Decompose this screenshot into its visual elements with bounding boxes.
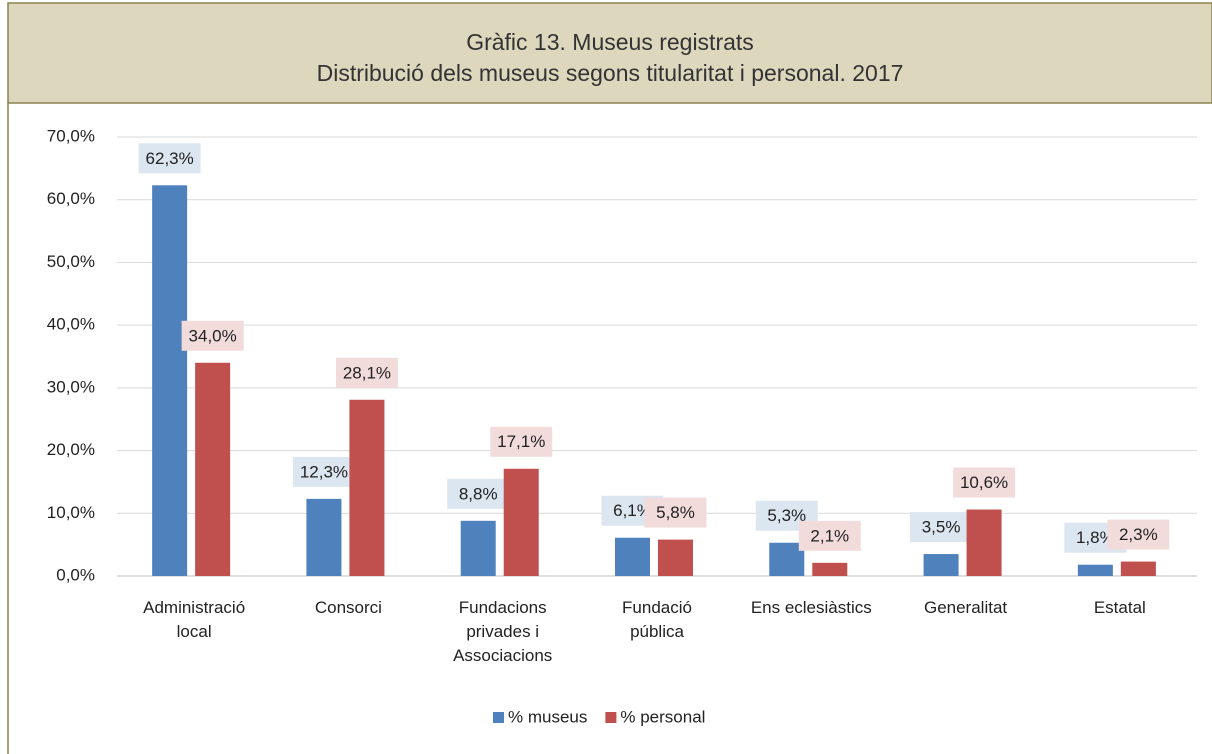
data-label: 34,0% (189, 326, 237, 345)
data-label: 12,3% (300, 462, 348, 481)
bar (1120, 561, 1156, 576)
y-tick-label: 60,0% (47, 189, 95, 208)
legend-swatch (493, 712, 504, 723)
bar (1077, 564, 1113, 576)
y-tick-label: 70,0% (47, 126, 95, 145)
y-tick-label: 40,0% (47, 315, 95, 334)
title-band (7, 2, 1212, 104)
data-label: 2,1% (810, 526, 849, 545)
x-tick-label: Ens eclesiàstics (750, 598, 872, 617)
data-label: 6,1% (613, 501, 652, 520)
data-label-box (181, 320, 244, 351)
data-label-box (1107, 519, 1170, 550)
bar (966, 509, 1002, 576)
chart-subtitle: Distribució dels museus segons titularit… (317, 60, 904, 86)
data-label: 28,1% (343, 363, 391, 382)
data-label-box (138, 143, 201, 174)
data-label: 17,1% (497, 432, 545, 451)
bar (349, 399, 385, 576)
bar (658, 539, 693, 576)
y-tick-label: 10,0% (47, 503, 95, 522)
legend-label: % personal (620, 707, 705, 726)
bar (812, 562, 848, 576)
chart-title: Gràfic 13. Museus registrats (466, 29, 754, 55)
data-label: 5,3% (767, 506, 806, 525)
data-label-box (953, 467, 1016, 498)
x-tick-label: Generalitat (923, 598, 1008, 617)
data-label-box (644, 497, 707, 528)
bar (615, 537, 650, 576)
x-tick-label: Estatal (1093, 598, 1146, 617)
data-label-box (490, 426, 553, 457)
data-label: 10,6% (960, 473, 1008, 492)
y-tick-label: 20,0% (47, 440, 95, 459)
x-tick-label: Consorci (314, 598, 382, 617)
bar (460, 520, 496, 576)
data-label: 8,8% (459, 484, 498, 503)
data-label: 5,8% (656, 503, 695, 522)
legend-swatch (605, 712, 617, 723)
data-label-box (798, 520, 861, 551)
bar (769, 542, 805, 576)
y-tick-label: 30,0% (47, 377, 95, 396)
bar (923, 554, 959, 576)
x-tick-label: Fundacions privades i Associacions (453, 598, 553, 665)
bar (306, 498, 342, 576)
y-tick-label: 50,0% (47, 252, 95, 271)
data-label: 3,5% (922, 518, 961, 537)
data-label-box (292, 456, 355, 487)
data-label: 1,8% (1076, 528, 1115, 547)
data-label: 2,3% (1119, 525, 1158, 544)
data-label-box (910, 512, 973, 543)
legend-label: % museus (508, 707, 587, 726)
bar (152, 185, 188, 577)
data-label: 62,3% (146, 149, 194, 168)
x-tick-label: Administració local (143, 598, 246, 641)
data-label-box (335, 357, 398, 388)
bar (195, 362, 231, 576)
x-tick-label: Fundació pública (622, 598, 692, 641)
bar (503, 468, 539, 576)
data-label-box (447, 478, 510, 509)
y-tick-label: 0,0% (56, 565, 95, 584)
